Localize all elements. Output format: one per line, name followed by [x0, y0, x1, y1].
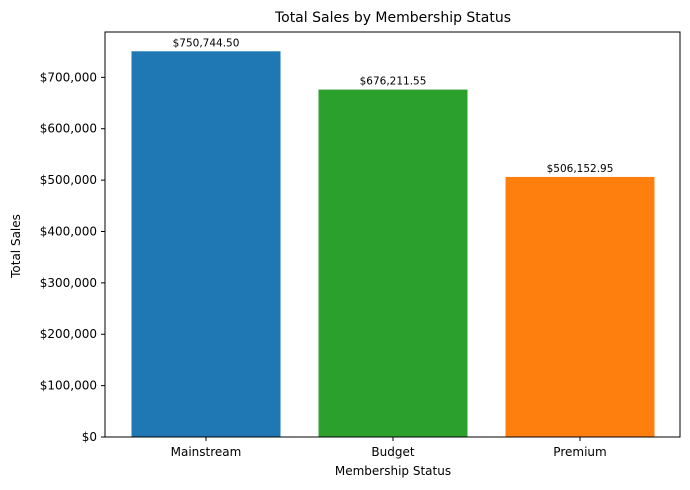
y-axis-label: Total Sales [9, 214, 23, 279]
y-tick-label: $300,000 [40, 276, 97, 290]
y-tick-label: $0 [82, 430, 97, 444]
y-tick-label: $600,000 [40, 122, 97, 136]
x-tick-label: Mainstream [171, 445, 242, 459]
data-label: $750,744.50 [173, 37, 240, 49]
x-tick-label: Budget [371, 445, 414, 459]
axes-frame [104, 31, 681, 438]
data-label: $676,211.55 [360, 76, 427, 88]
y-tick-label: $200,000 [40, 327, 97, 341]
y-tick-label: $700,000 [40, 70, 97, 84]
bar-mainstream [131, 51, 281, 438]
y-tick-label: $100,000 [40, 379, 97, 393]
x-tick-label: Premium [553, 445, 606, 459]
bar-premium [505, 176, 655, 437]
y-tick-label: $500,000 [40, 173, 97, 187]
bar-budget [318, 89, 468, 438]
chart-title: Total Sales by Membership Status [274, 10, 511, 26]
x-axis-label: Membership Status [335, 464, 451, 478]
y-tick-label: $400,000 [40, 224, 97, 238]
data-label: $506,152.95 [547, 163, 614, 175]
plot-area: $750,744.50 Mainstream $676,211.55 Budget $5… [40, 31, 681, 459]
